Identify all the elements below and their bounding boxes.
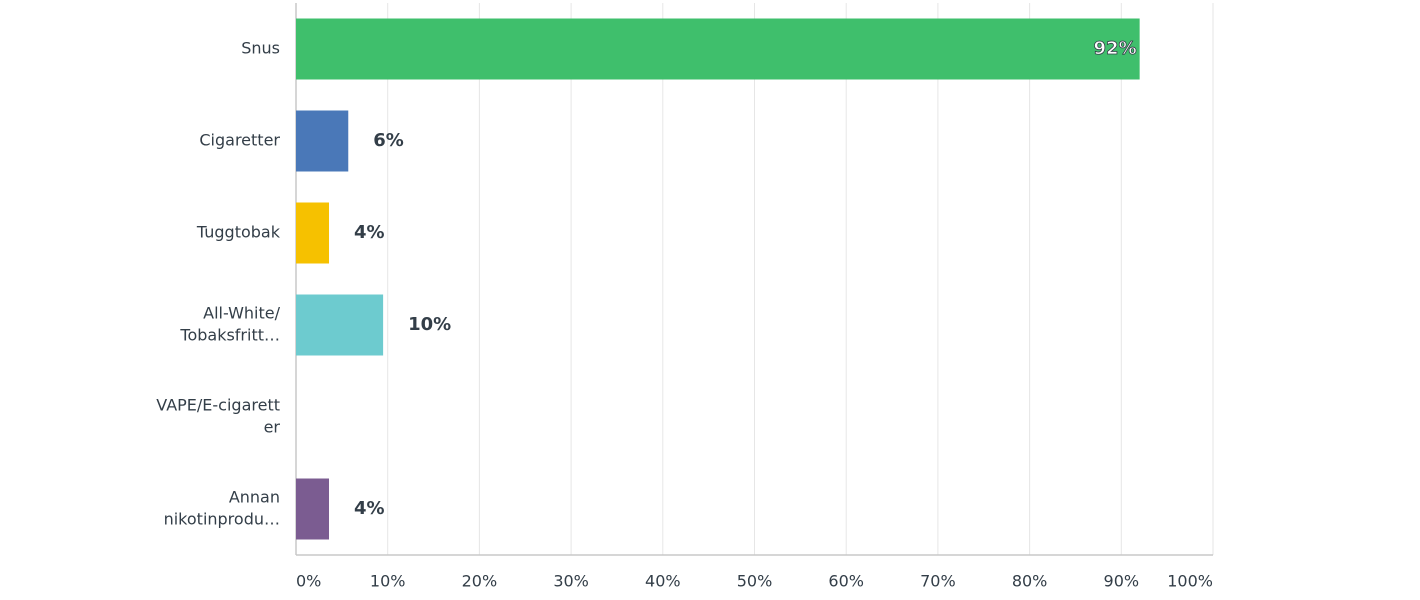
bar <box>296 294 384 356</box>
value-label: 92% <box>1094 38 1137 59</box>
category-label: Annan <box>229 488 280 507</box>
x-tick-label: 20% <box>462 572 498 591</box>
x-tick-label: 70% <box>920 572 956 591</box>
x-tick-label: 60% <box>828 572 864 591</box>
category-label: nikotinprodu… <box>164 510 280 529</box>
category-label: Snus <box>241 39 280 58</box>
category-label: Tobaksfritt… <box>179 326 280 345</box>
bar <box>296 18 1140 80</box>
category-label: VAPE/E-cigarett <box>156 396 280 415</box>
bar <box>296 202 330 264</box>
x-tick-label: 50% <box>737 572 773 591</box>
value-label: 4% <box>354 498 385 519</box>
bar <box>296 110 349 172</box>
category-label: Cigaretter <box>199 131 280 150</box>
x-tick-label: 0% <box>296 572 321 591</box>
value-label: 6% <box>373 130 404 151</box>
bar <box>296 478 330 540</box>
x-tick-label: 30% <box>553 572 589 591</box>
x-tick-label: 10% <box>370 572 406 591</box>
x-tick-label: 100% <box>1167 572 1213 591</box>
value-label: 10% <box>408 314 451 335</box>
category-label: Tuggtobak <box>196 223 281 242</box>
x-tick-label: 90% <box>1104 572 1140 591</box>
category-label: er <box>264 418 281 437</box>
category-label: All-White/ <box>203 304 280 323</box>
x-tick-label: 80% <box>1012 572 1048 591</box>
value-label: 4% <box>354 222 385 243</box>
x-tick-label: 40% <box>645 572 681 591</box>
